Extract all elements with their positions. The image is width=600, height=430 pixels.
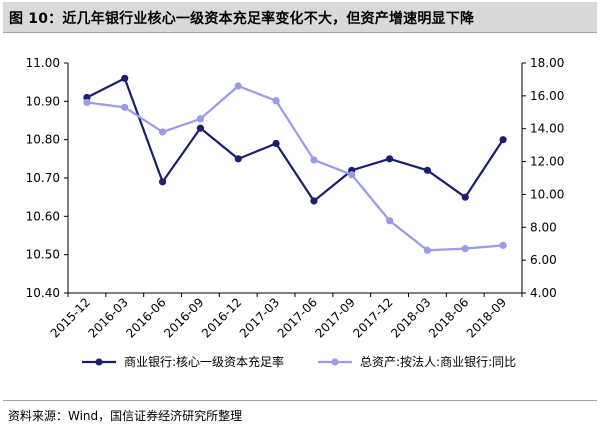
legend-marker-2 <box>331 358 339 366</box>
series-1-point <box>234 155 242 163</box>
series-2-point <box>196 115 205 123</box>
y-right-tick-label: 14.00 <box>530 122 564 136</box>
y-left-tick-label: 11.00 <box>26 56 60 70</box>
x-tick-label: 2018-03 <box>388 295 433 340</box>
source-note: 资料来源：Wind，国信证券经济研究所整理 <box>8 409 243 423</box>
footer-divider <box>3 400 597 401</box>
x-tick-label: 2016-12 <box>199 295 244 340</box>
series-2-point <box>272 97 280 105</box>
series-2-point <box>83 98 91 107</box>
series-1-point <box>196 124 205 132</box>
x-tick-label: 2018-09 <box>464 295 509 340</box>
series-1-point <box>158 178 167 186</box>
y-right-tick-label: 8.00 <box>530 220 557 234</box>
series-2-point <box>423 246 432 254</box>
line-chart: 10.40 10.50 10.60 10.70 10.80 10.90 11.00 4.00 6… <box>26 56 565 369</box>
series-1-point <box>461 193 469 201</box>
x-tick-label: 2017-03 <box>237 295 282 340</box>
series-2-point <box>121 103 129 111</box>
y-right-tick-label: 4.00 <box>530 286 557 300</box>
x-tick-label: 2017-12 <box>350 295 395 340</box>
chart-title: 图 10：近几年银行业核心一级资本充足率变化不大，但资产增速明显下降 <box>9 11 475 27</box>
y-left-tick-label: 10.60 <box>26 209 60 223</box>
series-1-point <box>83 93 91 102</box>
x-tick-label: 2016-09 <box>161 295 206 340</box>
series-2-point <box>310 156 318 164</box>
x-tick-label: 2018-06 <box>426 295 471 340</box>
y-right-tick-label: 10.00 <box>530 187 564 201</box>
legend-marker-1 <box>95 358 103 366</box>
x-tick-label: 2016-03 <box>86 295 131 340</box>
y-left-tick-label: 10.50 <box>26 248 60 262</box>
series-1-point <box>499 136 507 144</box>
y-left-tick-label: 10.70 <box>26 171 60 185</box>
series-2-point <box>234 82 242 90</box>
y-right-tick-label: 6.00 <box>530 253 557 267</box>
series-1-point <box>385 155 394 163</box>
x-tick-label: 2016-06 <box>123 295 168 340</box>
y-right-tick-label: 18.00 <box>530 56 564 70</box>
series-2-point <box>499 241 507 249</box>
x-tick-label: 2015-12 <box>48 295 93 340</box>
series-1-point <box>310 197 318 205</box>
series-2-point <box>385 217 394 225</box>
series-1-point <box>423 166 432 174</box>
title-bar: 图 10：近几年银行业核心一级资本充足率变化不大，但资产增速明显下降 <box>3 2 597 33</box>
series-2-point <box>461 245 469 253</box>
series-line-1 <box>86 77 505 203</box>
series-1-point <box>272 139 280 148</box>
series-2-point <box>158 128 167 136</box>
series-2-point <box>348 171 356 179</box>
y-left-tick-label: 10.90 <box>26 94 60 108</box>
y-left-tick-label: 10.80 <box>26 133 60 147</box>
x-tick-label: 2017-09 <box>313 295 358 340</box>
y-right-tick-label: 16.00 <box>530 89 564 103</box>
legend-label-2: 总资产:按法人:商业银行:同比 <box>360 354 516 369</box>
y-right-tick-label: 12.00 <box>530 155 564 169</box>
x-tick-label: 2017-06 <box>275 295 320 340</box>
series-1-point <box>121 74 129 82</box>
y-left-tick-label: 10.40 <box>26 286 60 300</box>
legend-label-1: 商业银行:核心一级资本充足率 <box>124 354 284 369</box>
series-line-2 <box>86 84 504 252</box>
